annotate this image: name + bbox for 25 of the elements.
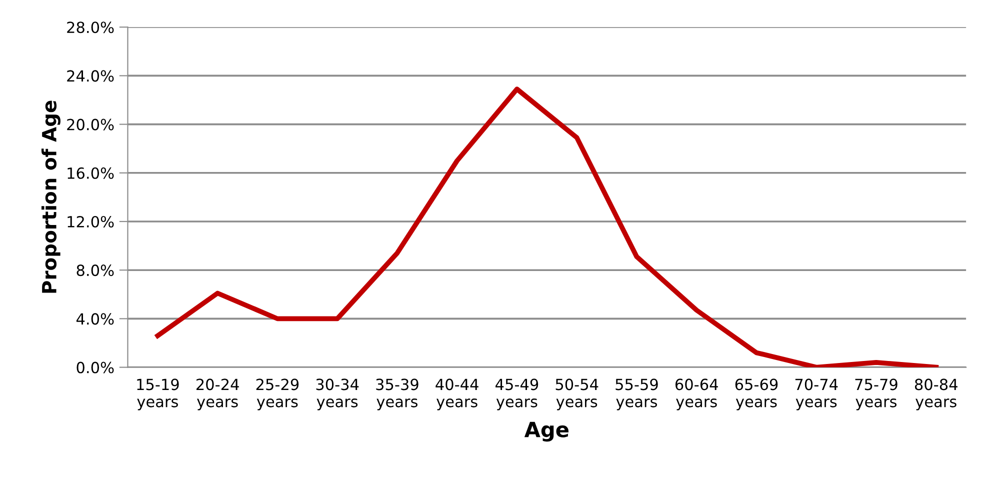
x-tick-label: 50-54 years <box>556 378 598 410</box>
y-tick-label: 28.0% <box>67 22 114 34</box>
line-series <box>155 86 939 368</box>
y-tick-label: 20.0% <box>67 118 114 130</box>
y-tick-label: 24.0% <box>67 70 114 82</box>
x-tick-label: 15-19 years <box>137 378 179 410</box>
x-tick-label: 45-49 years <box>496 378 538 410</box>
x-tick-label: 20-24 years <box>196 378 239 410</box>
y-tick-label: 4.0% <box>76 313 114 325</box>
y-tick-label: 0.0% <box>76 362 114 374</box>
y-tick-label: 16.0% <box>68 167 114 179</box>
y-tick-label: 8.0% <box>76 264 114 276</box>
x-tick-label: 30-34 years <box>316 378 359 410</box>
x-tick-label: 35-39 years <box>376 378 418 410</box>
x-tick-label: 70-74 years <box>795 378 838 410</box>
x-tick-label: 60-64 years <box>675 378 718 410</box>
x-tick-label: 55-59 years <box>616 378 658 410</box>
x-tick-label: 80-84 years <box>914 378 958 410</box>
x-tick-label: 65-69 years <box>735 378 778 410</box>
x-axis-title: Age <box>524 422 568 442</box>
y-tick-label: 12.0% <box>68 216 114 228</box>
y-axis-title: Proportion of Age <box>41 100 60 293</box>
x-tick-label: 75-79 years <box>855 378 898 410</box>
x-tick-label: 25-29 years <box>256 378 299 410</box>
x-tick-label: 40-44 years <box>436 378 478 410</box>
